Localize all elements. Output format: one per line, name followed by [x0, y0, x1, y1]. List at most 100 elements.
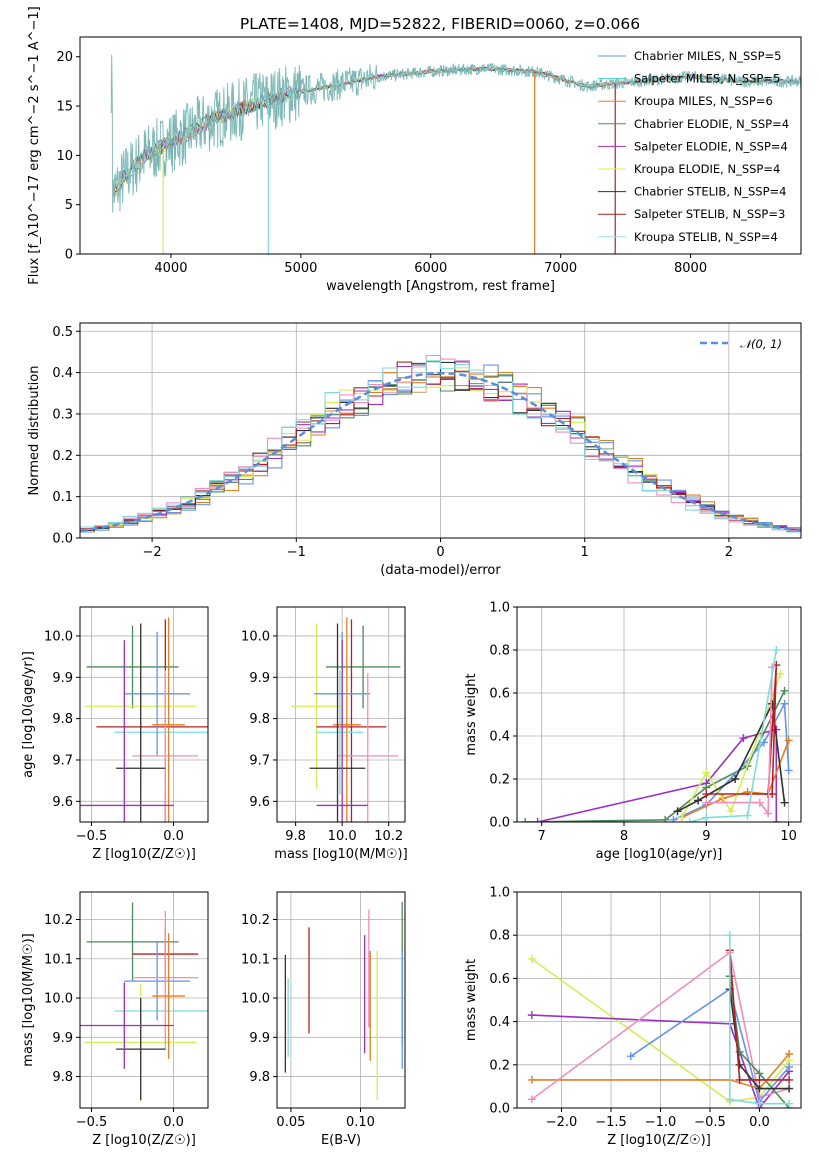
y-tick-label: 9.6	[52, 795, 73, 810]
mass-weight-line	[729, 935, 790, 1105]
y-tick-label: 9.8	[52, 712, 73, 727]
y-tick-label: 1.0	[489, 886, 510, 901]
y-tick-label: 9.7	[52, 753, 73, 768]
x-tick-label: 5000	[284, 261, 317, 276]
mass-weight-point	[784, 766, 793, 775]
gaussian-reference-curve	[80, 371, 801, 533]
axes-frame	[79, 322, 802, 539]
mass-weight-point	[725, 1095, 734, 1104]
y-tick-label: 0.4	[489, 1015, 510, 1030]
mass-weight-line	[630, 987, 790, 1104]
y-tick-label: 0.8	[489, 929, 510, 944]
legend-entry: Kroupa STELIB, N_SSP=4	[634, 230, 778, 244]
mass-weight-point	[755, 1084, 764, 1093]
x-tick-label: 8	[620, 829, 628, 844]
x-tick-label: 0.0	[749, 1115, 770, 1130]
y-tick-label: 10.2	[241, 913, 270, 928]
x-tick-label: −0.5	[76, 1115, 108, 1130]
mass-weight-line	[706, 664, 778, 795]
x-axis-label: mass [log10(M/M☉)]	[274, 847, 407, 862]
mass-weight-point	[677, 813, 686, 822]
mass-weight-point	[527, 1095, 536, 1104]
mass-weight-line	[531, 951, 790, 1101]
plot-area	[110, 54, 801, 254]
y-tick-label: 0.2	[489, 1058, 510, 1073]
y-tick-label: 0.0	[489, 816, 510, 831]
y-tick-label: 0.1	[52, 490, 73, 505]
axes-frame	[516, 891, 802, 1109]
y-axis-label: mass weight	[464, 959, 479, 1041]
axes-frame	[276, 606, 406, 823]
x-tick-label: 0.0	[163, 829, 184, 844]
y-axis-label: mass weight	[464, 673, 479, 755]
mass-weight-point	[735, 1060, 744, 1069]
x-tick-label: 0.0	[163, 1115, 184, 1130]
legend-entry: Salpeter STELIB, N_SSP=3	[634, 207, 785, 221]
mass-weight-point	[785, 1084, 794, 1093]
y-tick-label: 10.0	[241, 992, 270, 1007]
x-tick-label: 2	[725, 545, 733, 560]
mass-weight-point	[772, 818, 781, 822]
x-tick-label: −2	[143, 545, 162, 560]
mass-weight-point	[755, 1099, 764, 1108]
x-tick-label: 10.2	[374, 829, 403, 844]
y-tick-label: 10.0	[241, 629, 270, 644]
y-tick-label: 10.1	[44, 952, 73, 967]
x-tick-label: 7000	[544, 261, 577, 276]
mass-weight-point	[661, 815, 670, 822]
y-tick-label: 0	[65, 248, 73, 263]
mass-weight-point	[702, 798, 711, 807]
plot-area	[521, 646, 793, 822]
x-tick-label: 0	[436, 545, 444, 560]
y-tick-label: 0.3	[52, 407, 73, 422]
x-tick-label: 1	[581, 545, 589, 560]
x-tick-label: −0.5	[694, 1115, 726, 1130]
weight-vs-metallicity-panel: −2.0 −1.5 −1.0 −0.5 0.0 0.0 0.2 0.4 0.6 0.8 1.0 Z […	[464, 886, 802, 1148]
legend-entry: Chabrier STELIB, N_SSP=4	[634, 185, 786, 199]
legend-entry: Chabrier MILES, N_SSP=5	[634, 49, 781, 63]
mass-weight-point	[772, 646, 781, 654]
y-tick-label: 9.9	[52, 1031, 73, 1046]
mass-weight-point	[785, 1099, 794, 1108]
y-tick-label: 9.8	[52, 1070, 73, 1085]
mass-weight-point	[776, 669, 785, 678]
mass-weight-point	[521, 818, 530, 822]
mass-weight-point	[755, 798, 764, 807]
mass-weight-point	[780, 686, 789, 695]
x-tick-label: −2.0	[546, 1115, 578, 1130]
residual-histogram-step	[80, 354, 801, 532]
legend-entry: Kroupa MILES, N_SSP=6	[634, 94, 773, 108]
y-tick-label: 9.8	[249, 1070, 270, 1085]
mass-weight-point	[735, 1075, 744, 1084]
x-axis-label: age [log10(age/yr)]	[596, 847, 723, 862]
plot-area	[80, 902, 208, 1102]
x-tick-label: 10.0	[328, 829, 357, 844]
mass-vs-ebv-panel: 0.05 0.10 9.8 9.9 10.0 10.1 10.2 E(B-V)	[241, 891, 406, 1148]
mass-weight-point	[785, 1062, 794, 1071]
y-tick-label: 9.6	[249, 795, 270, 810]
mass-weight-point	[702, 790, 711, 799]
x-axis-label: (data-model)/error	[380, 563, 501, 578]
mass-weight-line	[531, 958, 790, 1103]
x-tick-label: 10	[780, 829, 797, 844]
spectrum-panel: 4000 5000 6000 7000 8000 0 5 10 15 20 wavelength […	[27, 6, 802, 294]
mass-weight-point	[739, 734, 748, 743]
y-tick-label: 0.2	[489, 773, 510, 788]
y-tick-label: 10	[56, 149, 73, 164]
mass-weight-point	[727, 807, 736, 816]
mass-weight-line	[706, 667, 773, 816]
mass-weight-point	[755, 1075, 764, 1084]
y-tick-label: 0.0	[52, 532, 73, 547]
x-tick-label: 0.10	[346, 1115, 375, 1130]
y-axis-label: Flux [f_λ10^−17 erg cm^−2 s^−1 A^−1]	[27, 6, 42, 284]
y-axis-label: age [log10(age/yr)]	[21, 651, 36, 778]
y-tick-label: 0.6	[489, 687, 510, 702]
x-tick-label: 6000	[414, 261, 447, 276]
x-axis-label: E(B-V)	[321, 1133, 361, 1148]
y-axis-label: Normed distribution	[27, 366, 42, 496]
model-spectrum-line	[113, 66, 800, 198]
mass-weight-point	[702, 813, 711, 822]
mass-weight-point	[784, 736, 793, 745]
mass-weight-point	[673, 807, 682, 816]
